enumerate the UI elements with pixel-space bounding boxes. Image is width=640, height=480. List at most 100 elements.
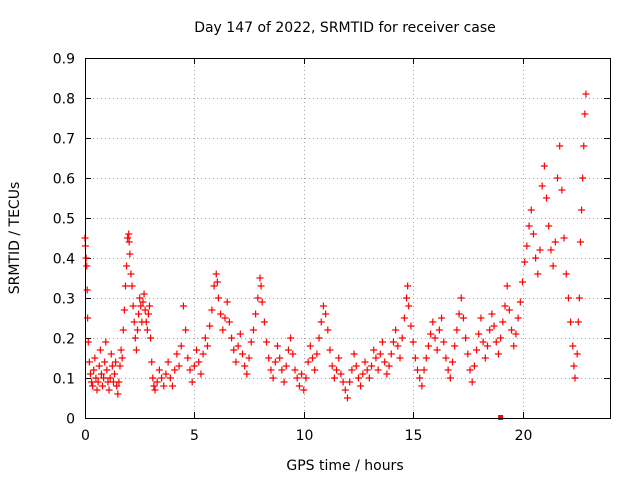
data-point <box>134 326 141 334</box>
data-point <box>131 334 139 342</box>
data-point <box>532 254 540 262</box>
data-point <box>199 350 207 358</box>
data-point <box>166 374 174 382</box>
data-point <box>560 234 568 242</box>
data-point <box>477 314 485 322</box>
data-point <box>123 262 131 270</box>
data-point <box>175 362 183 370</box>
data-point <box>132 346 140 354</box>
data-point <box>453 326 461 334</box>
data-point <box>179 302 187 310</box>
data-point <box>449 358 456 366</box>
data-point <box>112 358 120 366</box>
data-point <box>149 374 157 382</box>
data-point <box>444 366 452 374</box>
data-point <box>151 386 159 394</box>
x-tick-label: 20 <box>515 428 533 444</box>
data-point <box>370 346 378 354</box>
data-point <box>214 294 222 302</box>
data-point <box>298 370 306 378</box>
data-point <box>182 326 190 334</box>
data-point <box>475 330 483 338</box>
data-point <box>494 350 502 358</box>
data-point <box>254 294 262 302</box>
data-point <box>479 338 487 346</box>
data-point <box>404 282 412 290</box>
data-point <box>424 342 432 350</box>
data-point <box>574 318 582 326</box>
data-point <box>265 354 273 362</box>
data-point <box>143 326 151 334</box>
data-point <box>282 362 290 370</box>
data-point <box>148 358 156 366</box>
data-point <box>141 306 149 314</box>
data-point <box>249 326 257 334</box>
data-point <box>271 358 279 366</box>
data-point <box>352 362 360 370</box>
data-point <box>234 342 242 350</box>
data-point <box>451 342 459 350</box>
x-axis-title: GPS time / hours <box>286 458 403 474</box>
data-point <box>575 294 583 302</box>
y-tick-label: 0.8 <box>53 92 75 108</box>
data-point <box>186 366 194 374</box>
data-point <box>241 362 249 370</box>
data-point <box>346 378 354 386</box>
data-point <box>245 354 253 362</box>
data-point <box>389 338 397 346</box>
data-point <box>581 110 589 118</box>
data-point <box>280 378 288 386</box>
data-point <box>407 322 415 330</box>
data-point <box>328 362 336 370</box>
data-point <box>571 374 579 382</box>
data-point <box>193 346 201 354</box>
data-point <box>514 314 522 322</box>
data-point <box>86 370 94 378</box>
data-point <box>89 382 97 390</box>
data-point <box>256 274 264 282</box>
data-point <box>420 366 428 374</box>
data-point <box>127 270 135 278</box>
data-point <box>486 326 494 334</box>
data-point <box>114 390 122 398</box>
data-point <box>236 330 244 338</box>
data-point <box>309 354 316 362</box>
data-point <box>324 326 332 334</box>
data-point <box>350 350 358 358</box>
data-point <box>427 330 435 338</box>
data-point <box>431 334 439 342</box>
data-point <box>525 222 533 230</box>
data-point <box>379 338 386 346</box>
data-point <box>503 282 511 290</box>
data-point <box>322 310 330 318</box>
y-tick-label: 0.7 <box>53 132 75 148</box>
data-point <box>335 354 343 362</box>
y-tick-label: 0.6 <box>53 172 75 188</box>
data-point <box>313 350 321 358</box>
data-point <box>91 354 99 362</box>
data-point <box>125 238 133 246</box>
data-point <box>538 182 546 190</box>
data-point <box>201 334 209 342</box>
data-point <box>219 326 227 334</box>
data-point <box>562 270 570 278</box>
data-point <box>558 186 566 194</box>
data-point <box>462 334 470 342</box>
data-point <box>108 362 116 370</box>
data-point <box>394 342 402 350</box>
data-point <box>105 386 113 394</box>
y-tick-label: 0.3 <box>53 292 75 308</box>
data-point <box>490 322 498 330</box>
data-point <box>446 374 454 382</box>
data-point <box>455 310 463 318</box>
data-point <box>556 142 564 150</box>
data-point <box>567 318 575 326</box>
data-point <box>142 318 150 326</box>
data-point <box>411 354 419 362</box>
data-point <box>344 394 351 402</box>
data-point <box>252 310 260 318</box>
data-point <box>319 302 327 310</box>
data-point <box>339 378 347 386</box>
data-point <box>107 350 115 358</box>
